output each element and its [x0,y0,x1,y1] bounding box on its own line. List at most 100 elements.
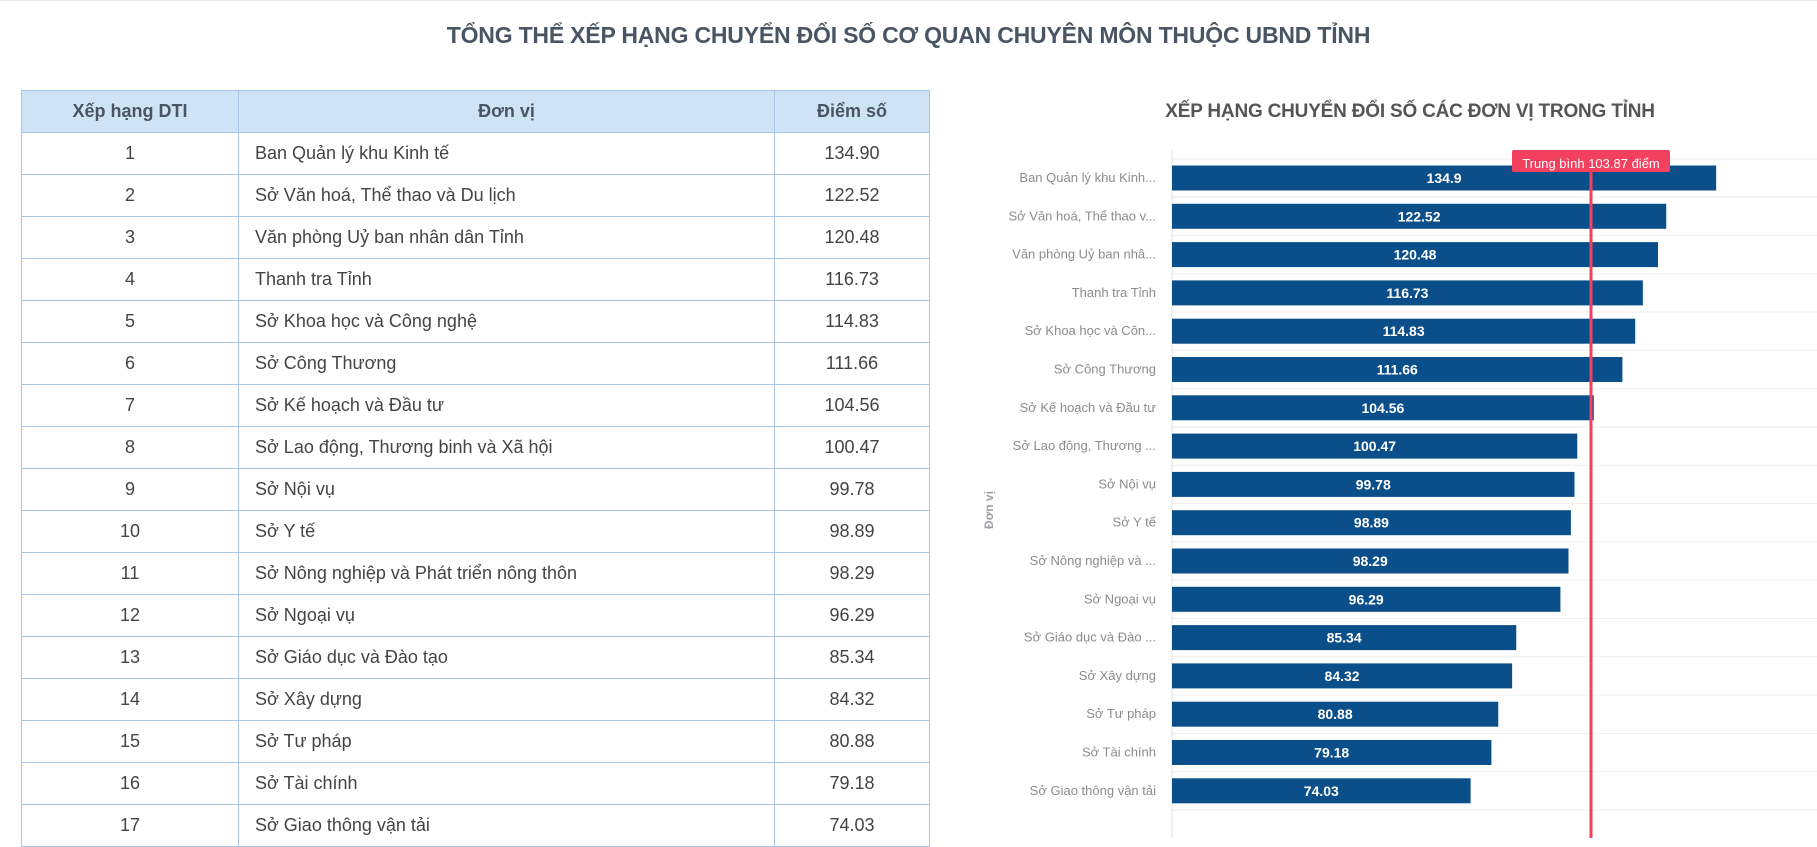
top-divider [0,0,1817,1]
cell-rank: 13 [21,636,239,679]
bar [1172,395,1594,421]
ranking-table: Xếp hạng DTI Đơn vị Điểm số 1 Ban Quản lý… [21,90,930,847]
bar-value-label: 98.29 [1353,553,1388,569]
bar [1172,625,1517,651]
cell-score: 84.32 [774,678,930,721]
cell-rank: 15 [21,720,239,763]
category-label: Ban Quản lý khu Kinh... [1019,170,1156,185]
category-label: Sở Khoa học và Côn... [1025,323,1156,338]
bar [1172,586,1561,612]
bar-value-label: 120.48 [1394,247,1437,263]
bar-value-label: 96.29 [1349,591,1384,607]
table-row[interactable]: 15 Sở Tư pháp 80.88 [21,720,930,763]
cell-unit: Sở Văn hoá, Thể thao và Du lịch [238,174,775,217]
average-label: Trung bình 103.87 điểm [1522,156,1660,171]
cell-unit: Sở Giao thông vận tải [238,804,775,847]
cell-score: 99.78 [774,468,930,511]
category-label: Thanh tra Tỉnh [1072,285,1156,300]
cell-score: 120.48 [774,216,930,259]
cell-score: 100.47 [774,426,930,469]
table-row[interactable]: 9 Sở Nội vụ 99.78 [21,468,930,511]
table-row[interactable]: 6 Sở Công Thương 111.66 [21,342,930,385]
table-row[interactable]: 12 Sở Ngoại vụ 96.29 [21,594,930,637]
category-label: Sở Kế hoạch và Đầu tư [1020,400,1157,415]
header-rank[interactable]: Xếp hạng DTI [21,90,239,133]
cell-score: 80.88 [774,720,930,763]
table-row[interactable]: 14 Sở Xây dựng 84.32 [21,678,930,721]
cell-rank: 16 [21,762,239,805]
bar [1172,740,1492,765]
cell-rank: 2 [21,174,239,217]
cell-score: 111.66 [774,342,930,385]
table-row[interactable]: 10 Sở Y tế 98.89 [21,510,930,553]
bar-chart: Đơn vị 134.9 Ban Quản lý khu Kinh... 122.52… [982,150,1817,838]
table-header-row: Xếp hạng DTI Đơn vị Điểm số [21,90,930,133]
table-row[interactable]: 1 Ban Quản lý khu Kinh tế 134.90 [21,132,930,175]
bar [1172,471,1575,497]
header-score[interactable]: Điểm số [774,90,930,133]
header-unit[interactable]: Đơn vị [238,90,775,133]
category-label: Sở Lao động, Thương ... [1013,438,1156,453]
cell-score: 85.34 [774,636,930,679]
bar [1172,357,1623,382]
category-label: Sở Tư pháp [1086,706,1156,721]
bar-value-label: 114.83 [1383,323,1425,339]
bar-value-label: 134.9 [1427,170,1462,186]
table-row[interactable]: 7 Sở Kế hoạch và Đầu tư 104.56 [21,384,930,427]
table-row[interactable]: 17 Sở Giao thông vận tải 74.03 [21,804,930,847]
category-label: Sở Xây dựng [1079,668,1156,683]
category-label: Sở Y tế [1113,515,1157,530]
cell-rank: 9 [21,468,239,511]
bar [1172,203,1667,229]
cell-rank: 1 [21,132,239,175]
table-row[interactable]: 8 Sở Lao động, Thương binh và Xã hội 100.4… [21,426,930,469]
table-row[interactable]: 2 Sở Văn hoá, Thể thao và Du lịch 122.52 [21,174,930,217]
bar-value-label: 100.47 [1353,438,1396,454]
category-label: Sở Nội vụ [1098,476,1156,491]
cell-unit: Sở Tư pháp [238,720,775,763]
category-label: Sở Tài chính [1082,745,1156,760]
category-label: Sở Công Thương [1054,362,1156,377]
cell-score: 104.56 [774,384,930,427]
cell-unit: Văn phòng Uỷ ban nhân dân Tỉnh [238,216,775,259]
cell-unit: Sở Tài chính [238,762,775,805]
cell-rank: 8 [21,426,239,469]
table-row[interactable]: 3 Văn phòng Uỷ ban nhân dân Tỉnh 120.48 [21,216,930,259]
cell-unit: Sở Nội vụ [238,468,775,511]
bar [1172,663,1513,689]
table-row[interactable]: 16 Sở Tài chính 79.18 [21,762,930,805]
cell-unit: Sở Ngoại vụ [238,594,775,637]
cell-unit: Sở Khoa học và Công nghệ [238,300,775,343]
cell-score: 116.73 [774,258,930,301]
bar-value-label: 80.88 [1318,706,1353,722]
cell-unit: Sở Xây dựng [238,678,775,721]
cell-score: 79.18 [774,762,930,805]
table-row[interactable]: 13 Sở Giáo dục và Đào tạo 85.34 [21,636,930,679]
table-body: 1 Ban Quản lý khu Kinh tế 134.90 2 Sở Văn ho… [21,132,930,847]
table-row[interactable]: 11 Sở Nông nghiệp và Phát triển nông thôn… [21,552,930,595]
cell-rank: 3 [21,216,239,259]
page-title: TỔNG THỂ XẾP HẠNG CHUYỂN ĐỔI SỐ CƠ QUAN … [446,22,1371,48]
bar [1172,242,1658,268]
cell-unit: Sở Nông nghiệp và Phát triển nông thôn [238,552,775,595]
cell-unit: Thanh tra Tỉnh [238,258,775,301]
bar [1172,318,1636,344]
cell-unit: Sở Kế hoạch và Đầu tư [238,384,775,427]
bar-value-label: 99.78 [1356,476,1391,492]
bar-value-label: 116.73 [1386,285,1428,301]
category-label: Văn phòng Uỷ ban nhâ... [1012,247,1156,262]
bar [1172,510,1571,536]
cell-score: 122.52 [774,174,930,217]
cell-score: 98.89 [774,510,930,553]
table-row[interactable]: 5 Sở Khoa học và Công nghệ 114.83 [21,300,930,343]
bar-value-label: 79.18 [1314,745,1349,761]
bar-value-label: 85.34 [1327,630,1362,646]
category-label: Sở Ngoại vụ [1084,591,1156,606]
bar [1172,701,1499,727]
category-label: Sở Văn hoá, Thể thao v... [1008,208,1156,223]
bar-value-label: 122.52 [1398,208,1441,224]
bar-value-label: 84.32 [1325,668,1360,684]
table-row[interactable]: 4 Thanh tra Tỉnh 116.73 [21,258,930,301]
cell-score: 96.29 [774,594,930,637]
cell-rank: 5 [21,300,239,343]
